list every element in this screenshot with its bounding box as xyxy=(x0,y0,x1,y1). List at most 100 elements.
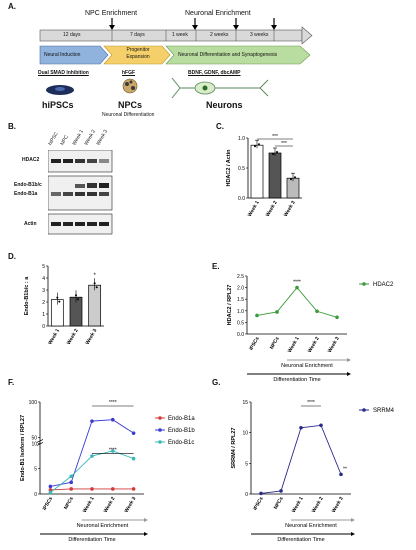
treatment-hfgf: hFGF xyxy=(122,70,136,76)
data-point xyxy=(90,419,94,423)
x-tick-label: Week 1 xyxy=(287,336,301,354)
x-tick-label: NPCs xyxy=(269,336,281,351)
neuron-icon xyxy=(171,77,269,99)
data-point xyxy=(111,487,115,491)
x-label-time: Differentiation Time xyxy=(277,537,324,543)
legend-label-srrm4: SRRM4 xyxy=(373,408,395,414)
y-tick-label: 0.5 xyxy=(237,320,244,326)
enrichment-arrowhead xyxy=(347,358,351,362)
data-point xyxy=(131,456,136,461)
significance-label: **** xyxy=(109,447,117,453)
y-tick-label: 0.0 xyxy=(237,332,244,338)
western-blot xyxy=(48,150,113,235)
y-tick-label: 2 xyxy=(42,300,45,306)
timeline-diagram xyxy=(39,18,313,99)
significance-label: *** xyxy=(272,134,278,140)
x-tick-label: Week 1 xyxy=(291,496,305,514)
legend-label: Endo-B1c xyxy=(168,440,194,446)
significance-label: * xyxy=(93,273,96,279)
y-tick-label: 10 xyxy=(31,441,37,447)
y-tick-label: 1.5 xyxy=(237,297,244,303)
data-point xyxy=(299,425,303,430)
x-label-enrichment: Neuronal Enrichment xyxy=(285,523,337,529)
panel-g-label: G. xyxy=(212,378,221,387)
y-tick-label: 50 xyxy=(31,435,37,441)
data-point xyxy=(131,431,136,435)
blot-row-endob1bc: Endo-B1b/c xyxy=(14,182,42,188)
stage-induction-arrow xyxy=(39,45,109,65)
x-label-time: Differentiation Time xyxy=(68,537,115,543)
bar xyxy=(250,144,264,199)
time-arrowhead xyxy=(351,532,355,536)
x-tick-label: NPCs xyxy=(63,496,75,511)
cell-neurons: Neurons xyxy=(206,100,243,110)
panel-d-label: D. xyxy=(8,252,16,261)
x-label-enrichment: Neuronal Enrichment xyxy=(281,363,333,369)
legend-marker xyxy=(362,282,366,286)
legend-marker xyxy=(158,428,162,432)
y-tick-label: 2.5 xyxy=(237,274,244,280)
x-tick-label: Week 1 xyxy=(247,200,261,218)
legend-label: Endo-B1a xyxy=(168,416,195,422)
duration-3weeks: 3 weeks xyxy=(250,32,269,38)
panel-a-label: A. xyxy=(8,2,16,11)
neuronal-enrichment-label: Neuronal Enrichment xyxy=(185,10,251,17)
cell-npcs: NPCs xyxy=(118,100,143,110)
x-label-enrichment: Neuronal Enrichment xyxy=(77,523,129,529)
x-tick-label: Week 1 xyxy=(47,328,61,346)
y-tick-label: 1 xyxy=(42,312,45,318)
significance-label: *** xyxy=(281,141,287,147)
npc-enrichment-label: NPC Enrichment xyxy=(85,10,138,17)
y-tick-label: 0.5 xyxy=(238,166,245,172)
y-axis-label: SRRM4 / RPL27 xyxy=(231,428,237,469)
stage-expansion-label: Progenitor Expansion xyxy=(126,47,150,60)
blot-row-endob1a: Endo-B1a xyxy=(14,191,38,197)
data-point xyxy=(48,488,53,492)
y-tick-label: 100 xyxy=(29,400,38,406)
x-tick-label: NPCs xyxy=(273,496,285,511)
bar xyxy=(268,152,282,199)
data-point xyxy=(95,286,98,289)
bar xyxy=(88,284,102,327)
x-tick-label: Week 1 xyxy=(82,496,96,514)
y-tick-label: 10 xyxy=(242,431,248,437)
x-tick-label: Week 3 xyxy=(85,328,99,346)
data-point xyxy=(93,282,96,285)
y-tick-label: 3 xyxy=(42,288,45,294)
timeline-arrowhead xyxy=(301,26,313,45)
x-label-time: Differentiation Time xyxy=(273,377,320,383)
y-axis-label: Endo-B1 Isoform / RPL27 xyxy=(20,415,26,481)
y-axis-label: HDAC2 / Actin xyxy=(226,149,232,187)
y-tick-label: 5 xyxy=(34,467,37,473)
data-point xyxy=(90,487,94,491)
legend-marker xyxy=(158,440,162,444)
significance-label: ** xyxy=(343,466,347,472)
data-point xyxy=(259,491,263,496)
y-tick-label: 0 xyxy=(245,492,248,498)
blot-row-hdac2: HDAC2 xyxy=(22,157,40,163)
x-tick-label: Week 2 xyxy=(103,496,117,514)
npc-sphere-icon xyxy=(122,78,138,94)
data-point xyxy=(295,285,299,290)
time-arrowhead xyxy=(347,372,351,376)
data-point xyxy=(69,487,73,491)
treatment-dual-smad: Dual SMAD Inhibition xyxy=(38,70,89,76)
enrichment-arrowhead xyxy=(144,518,148,522)
x-tick-label: Week 3 xyxy=(283,200,297,218)
axis-break xyxy=(36,442,44,446)
duration-7days: 7 days xyxy=(130,32,145,38)
stage-induction-label: Neural Induction xyxy=(44,52,81,58)
y-tick-label: 5 xyxy=(245,461,248,467)
significance-label: **** xyxy=(307,400,315,406)
data-point xyxy=(48,484,53,489)
chart-c: 0.0 0.5 1.0 HDAC2 / Actin Week 1 Week 2 Week 3… xyxy=(226,134,302,218)
data-point xyxy=(56,296,59,299)
data-point xyxy=(272,153,274,155)
y-tick-label: 2.0 xyxy=(237,286,244,292)
duration-2weeks: 2 weeks xyxy=(210,32,229,38)
x-tick-label: Week 2 xyxy=(307,336,321,354)
data-point xyxy=(75,294,77,297)
series-line xyxy=(50,419,134,487)
y-tick-label: 1.0 xyxy=(238,136,245,142)
